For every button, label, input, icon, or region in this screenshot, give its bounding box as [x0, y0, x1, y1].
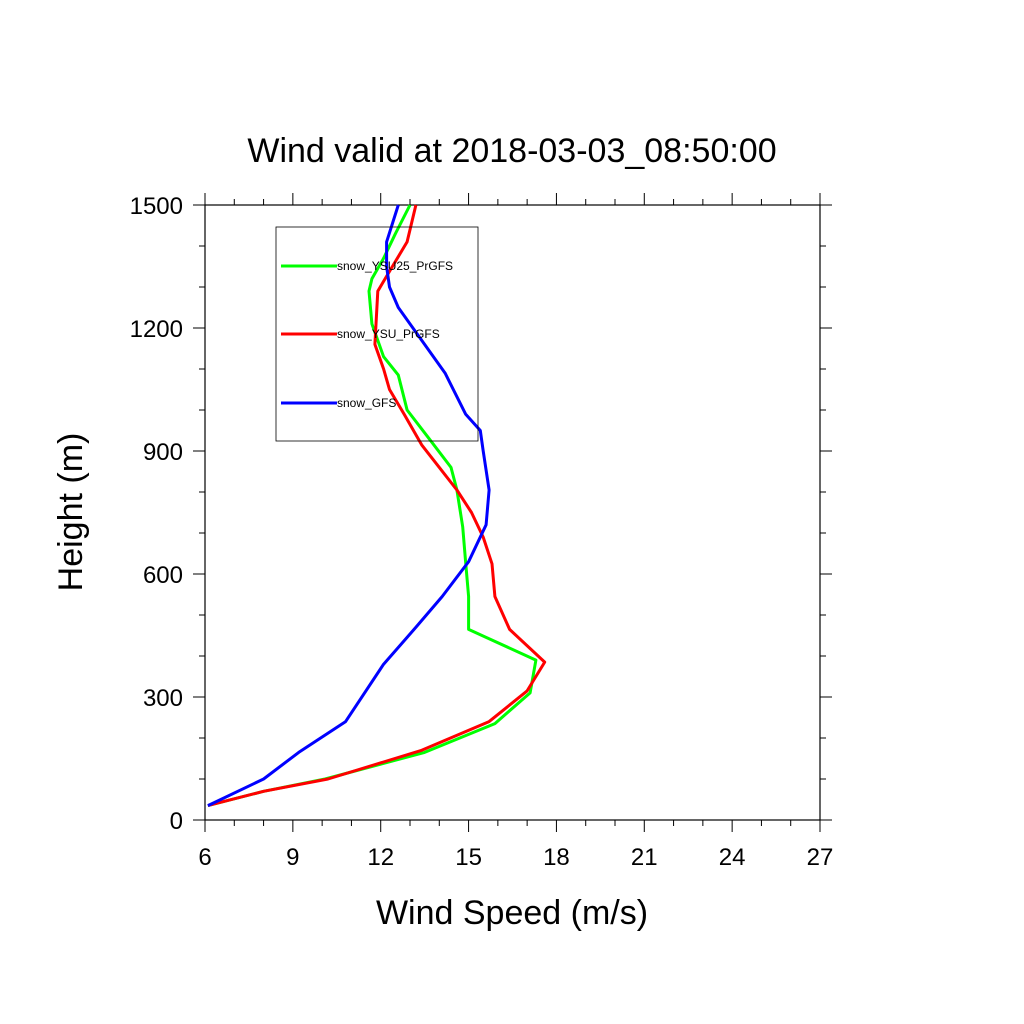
- x-tick-label: 24: [719, 844, 746, 871]
- x-tick-label: 12: [367, 844, 394, 871]
- legend-box: [275, 226, 479, 442]
- chart-title: Wind valid at 2018-03-03_08:50:00: [247, 132, 776, 170]
- x-tick-label: 27: [807, 844, 834, 871]
- x-tick-label: 6: [198, 844, 211, 871]
- series-line-2: [207, 204, 547, 808]
- x-tick-label: 9: [286, 844, 299, 871]
- x-axis-label: Wind Speed (m/s): [376, 894, 648, 932]
- plot-area: [204, 204, 821, 821]
- x-tick-label: 21: [631, 844, 658, 871]
- y-tick-label: 1200: [130, 316, 183, 343]
- legend-entry: snow_YSU_PrGFS: [337, 327, 440, 341]
- series-lines: [207, 204, 547, 808]
- x-tick-label: 18: [543, 844, 570, 871]
- legend-entry: snow_YSU25_PrGFS: [337, 259, 453, 273]
- y-tick-label: 300: [143, 685, 183, 712]
- y-tick-label: 600: [143, 562, 183, 589]
- y-tick-label: 900: [143, 439, 183, 466]
- y-tick-label: 1500: [130, 193, 183, 220]
- y-axis-label: Height (m): [52, 433, 90, 592]
- legend: snow_YSU25_PrGFS snow_YSU_PrGFS snow_GFS: [275, 226, 479, 442]
- y-tick-label: 0: [170, 808, 183, 835]
- series-line-3: [207, 204, 491, 807]
- x-tick-label: 15: [455, 844, 482, 871]
- plot-frame: [204, 204, 821, 821]
- legend-entry: snow_GFS: [337, 396, 396, 410]
- axis-ticks: 6 9 12 15 18 21 24 27 0 300 600 900 1200 1500: [130, 193, 834, 871]
